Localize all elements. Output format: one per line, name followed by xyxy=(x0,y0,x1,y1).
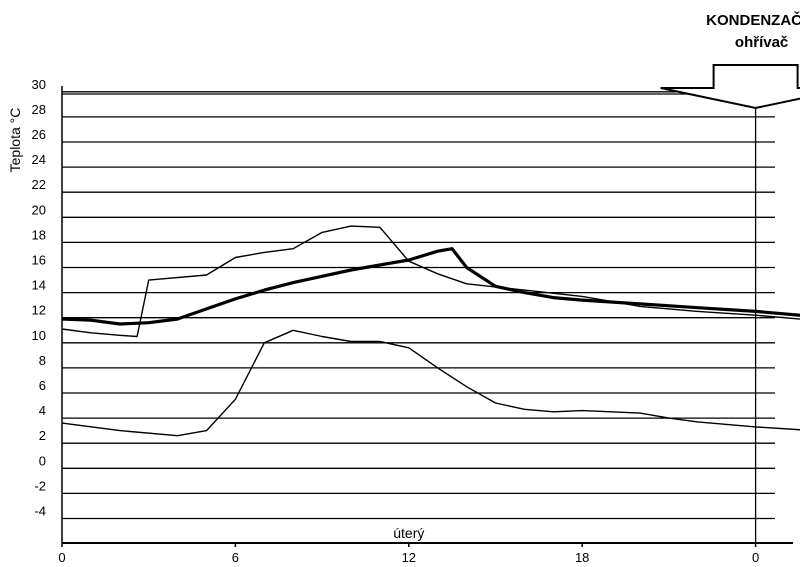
y-tick-label: 4 xyxy=(39,403,46,418)
y-tick-label: -2 xyxy=(34,478,46,493)
x-tick-label: 6 xyxy=(232,550,239,565)
x-tick-label: 12 xyxy=(402,550,416,565)
section-arrow-0 xyxy=(660,64,800,110)
y-tick-label: 14 xyxy=(32,278,46,293)
y-tick-label: -4 xyxy=(34,504,46,519)
grid-lines xyxy=(62,88,775,543)
series-line-c xyxy=(61,225,800,338)
x-tick-label: 0 xyxy=(58,550,65,565)
y-tick-label: 24 xyxy=(32,152,46,167)
y-tick-label: 20 xyxy=(32,202,46,217)
section-subtitle: ohřívač xyxy=(735,34,788,51)
y-tick-label: 28 xyxy=(32,102,46,117)
y-tick-label: 18 xyxy=(32,227,46,242)
section-title: KONDENZAČNÍ xyxy=(706,11,800,29)
axes xyxy=(61,86,793,547)
y-tick-label: 2 xyxy=(39,428,46,443)
section-headings: KONDENZAČNÍohřívačON/OFFohřívač xyxy=(660,11,800,110)
day-label: úterý xyxy=(393,525,424,541)
y-axis-label: Teplota °C xyxy=(7,108,23,173)
y-tick-label: 16 xyxy=(32,253,46,268)
series-line-b xyxy=(61,247,800,326)
x-tick-label: 0 xyxy=(752,550,759,565)
y-tick-label: 10 xyxy=(32,328,46,343)
y-tick-label: 0 xyxy=(39,453,46,468)
y-tick-label: 26 xyxy=(32,127,46,142)
x-tick-label: 18 xyxy=(575,550,589,565)
y-tick-label: 22 xyxy=(32,177,46,192)
y-tick-label: 30 xyxy=(32,77,46,92)
series-line-a xyxy=(61,329,800,437)
data-series xyxy=(61,225,800,437)
y-tick-label: 8 xyxy=(39,353,46,368)
y-tick-label: 6 xyxy=(39,378,46,393)
y-tick-label: 12 xyxy=(32,303,46,318)
